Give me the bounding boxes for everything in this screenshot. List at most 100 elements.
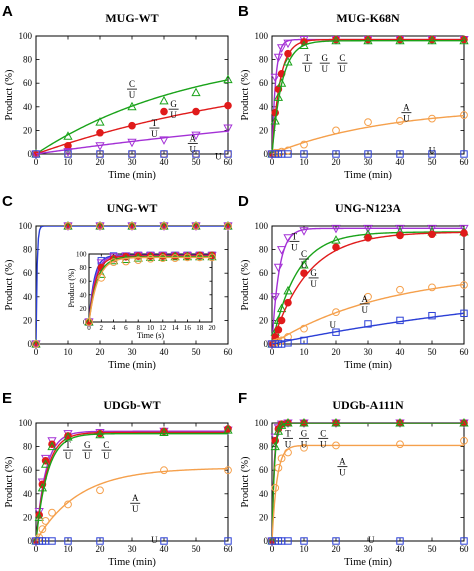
annotation-bottom: U [84, 451, 91, 461]
annotation-bottom: U [310, 279, 317, 289]
data-point [284, 448, 292, 457]
x-axis-label: Time (min) [108, 170, 156, 181]
y-tick-label: 80 [259, 442, 269, 452]
x-axis-label: Time (min) [344, 360, 392, 371]
inset-data-point [158, 254, 167, 262]
y-axis-label: Product (%) [240, 456, 251, 508]
data-point [127, 101, 137, 111]
annotation-top: G [170, 99, 177, 109]
x-tick-label: 20 [96, 347, 106, 357]
data-point [331, 235, 341, 244]
data-point [396, 316, 404, 325]
data-point [273, 53, 284, 63]
data-point [427, 35, 437, 45]
y-tick-label: 60 [259, 465, 269, 475]
annotation-top: A [339, 457, 346, 467]
data-point [32, 340, 40, 348]
x-tick-label: 20 [332, 157, 342, 167]
y-tick-label: 100 [255, 418, 269, 428]
series-annotation: CU [318, 428, 329, 449]
data-point [459, 224, 469, 234]
data-point [331, 35, 341, 45]
y-tick-label: 60 [23, 268, 33, 278]
data-point [460, 229, 468, 237]
data-point [96, 486, 104, 495]
inset-y-tick-label: 20 [80, 305, 88, 313]
data-point [96, 222, 104, 230]
inset-data-point [171, 254, 180, 262]
series-annotation: TU [302, 53, 313, 74]
inset-data-point [208, 253, 216, 262]
x-tick-label: 10 [300, 157, 310, 167]
data-point [332, 537, 340, 545]
data-point [284, 150, 292, 158]
data-point [270, 115, 280, 125]
data-point [47, 441, 57, 451]
data-point [224, 222, 232, 230]
series-annotation: AU [130, 493, 141, 514]
y-tick-label: 20 [23, 125, 33, 135]
inset-y-axis-label: Product (%) [67, 268, 76, 307]
data-point [64, 150, 72, 158]
x-tick-label: 20 [332, 347, 342, 357]
x-tick-label: 0 [34, 544, 39, 554]
series-gu [32, 101, 232, 158]
data-point [270, 293, 280, 302]
data-point [64, 222, 72, 230]
y-axis-label: Product (%) [4, 69, 15, 121]
series-u [32, 537, 232, 545]
data-point [128, 121, 136, 130]
y-tick-label: 100 [19, 418, 33, 428]
data-point [63, 432, 73, 441]
inset-y-tick-label: 100 [76, 251, 87, 259]
y-tick-label: 20 [259, 512, 269, 522]
x-tick-label: 20 [332, 544, 342, 554]
series-u [268, 537, 468, 545]
y-tick-label: 0 [264, 536, 269, 546]
annotation-top: T [285, 428, 291, 438]
annotation-top: A [403, 103, 410, 113]
annotation-bottom: U [170, 110, 177, 120]
series-annotation: CU [101, 440, 112, 461]
x-tick-label: 60 [224, 347, 234, 357]
data-point [34, 512, 44, 521]
annotation-bottom: U [304, 64, 311, 74]
panel-title: MUG-K68N [336, 11, 400, 25]
data-point [364, 118, 372, 127]
data-point [271, 484, 280, 492]
y-tick-label: 100 [19, 221, 33, 231]
data-point [428, 283, 436, 292]
fit-line [36, 130, 228, 154]
data-point [223, 124, 233, 134]
data-point [428, 230, 436, 239]
data-point [63, 131, 73, 140]
data-point [300, 140, 308, 149]
y-tick-label: 0 [264, 149, 269, 159]
data-point [332, 441, 340, 450]
data-point [95, 142, 105, 151]
y-tick-label: 60 [23, 78, 33, 88]
annotation-top: C [339, 53, 345, 63]
series-cu [267, 417, 469, 545]
fit-line [272, 114, 464, 154]
panel-title: UNG-N123A [335, 201, 401, 215]
annotation-bottom: U [151, 129, 158, 139]
series-annotation: U [151, 535, 158, 545]
annotation-bottom: U [103, 451, 110, 461]
y-tick-label: 0 [28, 536, 33, 546]
x-axis-label: Time (min) [108, 557, 156, 568]
series-au [32, 222, 232, 348]
data-point [363, 224, 373, 234]
fit-line [272, 283, 464, 344]
y-tick-label: 20 [259, 125, 269, 135]
panel-b: B MUG-K68N 0 10 20 30 40 50 60 0 20 40 60 80 100 Time (… [238, 3, 469, 181]
data-point [276, 420, 287, 429]
y-axis-label: Product (%) [4, 259, 15, 311]
y-tick-label: 60 [259, 268, 269, 278]
annotation-bottom: U [291, 242, 298, 252]
data-point [300, 150, 308, 158]
series-annotation: GU [299, 428, 309, 449]
data-point [96, 150, 104, 158]
